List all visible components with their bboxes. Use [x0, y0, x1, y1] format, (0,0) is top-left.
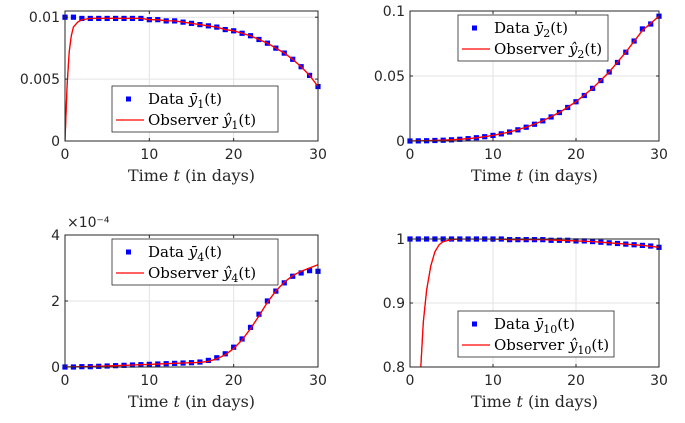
legend-data-label: Data ȳ1(t) [148, 90, 222, 111]
y-tick-label: 0 [51, 360, 60, 376]
data-point [298, 270, 304, 276]
data-point [247, 324, 254, 330]
y-exponent-label: ×10⁻⁴ [67, 215, 110, 231]
legend-observer-label: Observer ŷ4(t) [148, 264, 256, 285]
x-axis-label: Time t (in days) [128, 166, 255, 185]
data-point [222, 351, 228, 357]
legend-observer-label: Observer ŷ1(t) [148, 111, 256, 132]
chart-panel-4: 0 10 20 30 0.8 0.9 1 Time t (in days) Data ȳ10(t… [383, 232, 668, 411]
x-tick-label: 0 [61, 373, 70, 389]
x-tick-label: 0 [61, 147, 70, 163]
data-point [256, 311, 262, 317]
x-axis-label: Time t (in days) [471, 392, 598, 411]
x-tick-label: 30 [309, 147, 327, 163]
y-tick-label: 0.8 [383, 360, 405, 376]
legend-marker-data [472, 321, 477, 327]
chart-panel-3: 0 10 20 30 0 2 4 ×10⁻⁴ Time t (in days) Data ȳ4(t… [51, 215, 327, 411]
x-tick-label: 10 [140, 147, 158, 163]
x-tick-label: 10 [484, 147, 502, 163]
legend-data-label: Data ȳ4(t) [148, 243, 222, 264]
data-point [79, 15, 85, 22]
y-tick-label: 0.1 [383, 4, 405, 20]
y-tick-label: 0 [51, 134, 60, 150]
series-observer-line-top [65, 17, 318, 141]
y-tick-label: 0.01 [29, 10, 60, 26]
x-tick-label: 10 [140, 373, 158, 389]
x-tick-label: 0 [406, 373, 415, 389]
series-observer-line-top [65, 264, 318, 367]
y-tick-label: 0.005 [20, 72, 60, 88]
data-point [214, 355, 220, 361]
legend-box [111, 238, 279, 286]
x-tick-label: 20 [567, 147, 585, 163]
data-point [306, 268, 313, 274]
y-tick-label: 0.9 [383, 296, 405, 312]
chart-panel-1: 0 10 20 30 0 0.005 0.01 Time t (in days) Data ȳ1… [20, 10, 327, 185]
x-tick-label: 20 [225, 373, 243, 389]
data-point [639, 26, 645, 32]
x-axis-label: Time t (in days) [471, 166, 598, 185]
series-observer-line-top [420, 239, 659, 367]
legend: Data ȳ1(t)Observer ŷ1(t) [111, 85, 279, 133]
y-tick-label: 1 [396, 232, 405, 248]
series-observer-line-top [410, 15, 659, 141]
x-tick-label: 30 [650, 373, 668, 389]
legend-marker-data [126, 249, 131, 255]
data-point [264, 298, 270, 304]
y-tick-label: 2 [51, 294, 60, 310]
legend-box [457, 14, 609, 62]
legend-observer-label: Observer ŷ10(t) [494, 336, 609, 357]
legend: Data ȳ2(t)Observer ŷ2(t) [457, 14, 609, 62]
data-point [231, 344, 237, 350]
chart-panel-2: 0 10 20 30 0 0.05 0.1 Time t (in days) Data ȳ2(t… [374, 4, 668, 185]
legend-box [111, 85, 279, 133]
legend: Data ȳ10(t)Observer ŷ10(t) [457, 310, 615, 358]
legend-observer-label: Observer ŷ2(t) [494, 40, 602, 61]
legend-marker-data [126, 96, 131, 102]
legend: Data ȳ4(t)Observer ŷ4(t) [111, 238, 279, 286]
x-tick-label: 30 [309, 373, 327, 389]
axes-box [64, 10, 319, 142]
legend-box [457, 310, 615, 358]
y-tick-label: 0.05 [374, 69, 405, 85]
y-tick-label: 4 [51, 228, 60, 244]
x-tick-label: 10 [484, 373, 502, 389]
data-point [205, 357, 211, 363]
x-tick-label: 30 [650, 147, 668, 163]
legend-data-label: Data ȳ10(t) [494, 315, 575, 336]
x-axis-label: Time t (in days) [128, 392, 255, 411]
x-tick-label: 0 [406, 147, 415, 163]
data-point [70, 14, 77, 20]
x-tick-label: 20 [567, 373, 585, 389]
y-tick-label: 0 [396, 134, 405, 150]
legend-data-label: Data ȳ2(t) [494, 19, 568, 40]
legend-marker-data [472, 25, 477, 31]
x-tick-label: 20 [225, 147, 243, 163]
